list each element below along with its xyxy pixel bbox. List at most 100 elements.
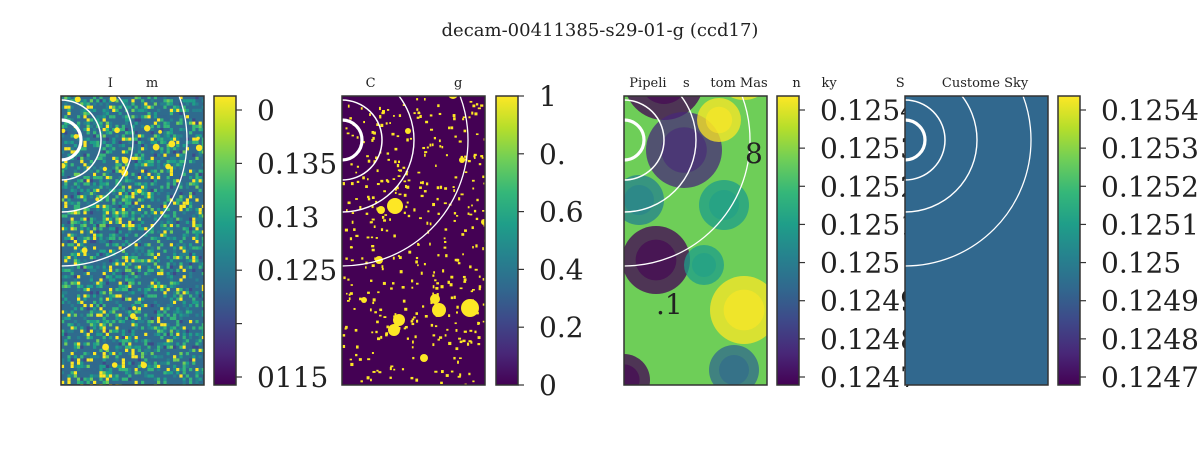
pixel bbox=[134, 96, 138, 100]
pixel bbox=[157, 134, 161, 138]
pixel bbox=[185, 99, 189, 103]
colorbar bbox=[1057, 95, 1081, 386]
pixel bbox=[131, 230, 135, 234]
pixel bbox=[134, 246, 138, 250]
mask-pixel bbox=[433, 136, 436, 140]
pixel bbox=[141, 326, 145, 330]
pixel bbox=[182, 233, 186, 237]
pixel bbox=[67, 243, 71, 247]
mask-pixel bbox=[394, 147, 398, 151]
pixel bbox=[102, 169, 106, 173]
mask-pixel bbox=[386, 152, 390, 155]
pixel bbox=[112, 307, 116, 311]
pixel bbox=[73, 217, 77, 221]
pixel bbox=[157, 214, 161, 218]
pixel bbox=[80, 329, 84, 333]
pixel bbox=[115, 134, 119, 138]
pixel bbox=[89, 99, 93, 103]
mask-pixel bbox=[411, 286, 414, 289]
pixel bbox=[61, 348, 65, 352]
mask-pixel bbox=[344, 228, 348, 232]
mask-pixel bbox=[396, 164, 400, 168]
pixel bbox=[86, 179, 90, 183]
mask-pixel bbox=[415, 312, 418, 315]
pixel bbox=[73, 252, 77, 256]
pixel bbox=[121, 361, 125, 365]
pixel bbox=[179, 249, 183, 253]
pixel bbox=[185, 339, 189, 343]
pixel bbox=[73, 201, 77, 205]
pixel bbox=[166, 345, 170, 349]
pixel bbox=[160, 96, 164, 100]
pixel bbox=[150, 169, 154, 173]
pixel bbox=[169, 227, 173, 231]
mask-pixel bbox=[411, 318, 415, 321]
pixel bbox=[99, 323, 103, 327]
pixel bbox=[195, 300, 199, 304]
pixel bbox=[89, 316, 93, 320]
pixel bbox=[80, 112, 84, 116]
pixel bbox=[131, 172, 135, 176]
mask-pixel bbox=[469, 265, 472, 269]
pixel bbox=[169, 352, 173, 356]
pixel bbox=[176, 121, 180, 125]
pixel bbox=[173, 364, 177, 368]
pixel bbox=[128, 342, 132, 346]
pixel bbox=[134, 371, 138, 375]
sky-patch-core bbox=[624, 364, 640, 385]
pixel bbox=[109, 131, 113, 135]
star bbox=[132, 306, 137, 311]
pixel bbox=[134, 339, 138, 343]
mask-pixel bbox=[454, 135, 457, 138]
pixel bbox=[141, 163, 145, 167]
pixel bbox=[83, 185, 87, 189]
pixel bbox=[153, 278, 157, 282]
pixel bbox=[109, 323, 113, 327]
pixel bbox=[169, 220, 173, 224]
pixel bbox=[112, 195, 116, 199]
pixel bbox=[201, 192, 204, 196]
pixel bbox=[115, 348, 119, 352]
mask-pixel bbox=[454, 258, 458, 262]
mask-pixel bbox=[469, 100, 473, 103]
mask-pixel bbox=[365, 266, 367, 269]
pixel bbox=[80, 307, 84, 311]
pixel bbox=[169, 316, 173, 320]
pixel bbox=[105, 377, 109, 381]
pixel bbox=[115, 124, 119, 128]
pixel bbox=[160, 156, 164, 160]
pixel bbox=[141, 144, 145, 148]
aperture-rings bbox=[342, 96, 469, 267]
pixel bbox=[96, 208, 100, 212]
pixel bbox=[102, 220, 106, 224]
pixel bbox=[185, 108, 189, 112]
pixel bbox=[102, 262, 106, 266]
pixel bbox=[125, 214, 129, 218]
pixel bbox=[109, 115, 113, 119]
pixel bbox=[64, 124, 68, 128]
mask-pixel bbox=[416, 319, 419, 323]
pixel bbox=[67, 96, 71, 100]
pixel bbox=[150, 208, 154, 212]
pixel bbox=[153, 364, 157, 368]
mask-pixel bbox=[459, 287, 463, 290]
pixel bbox=[77, 252, 81, 256]
pixel bbox=[80, 326, 84, 330]
pixel bbox=[77, 156, 81, 160]
pixel bbox=[141, 256, 145, 260]
pixel bbox=[99, 179, 103, 183]
pixel bbox=[192, 192, 196, 196]
pixel bbox=[150, 182, 154, 186]
pixel bbox=[115, 288, 119, 292]
pixel bbox=[134, 195, 138, 199]
pixel bbox=[147, 345, 151, 349]
pixel bbox=[169, 166, 173, 170]
pixel bbox=[141, 147, 145, 151]
pixel bbox=[131, 320, 135, 324]
pixel bbox=[150, 256, 154, 260]
pixel bbox=[134, 259, 138, 263]
pixel bbox=[89, 304, 93, 308]
pixel bbox=[80, 108, 84, 112]
pixel bbox=[169, 256, 173, 260]
pixel bbox=[169, 230, 173, 234]
